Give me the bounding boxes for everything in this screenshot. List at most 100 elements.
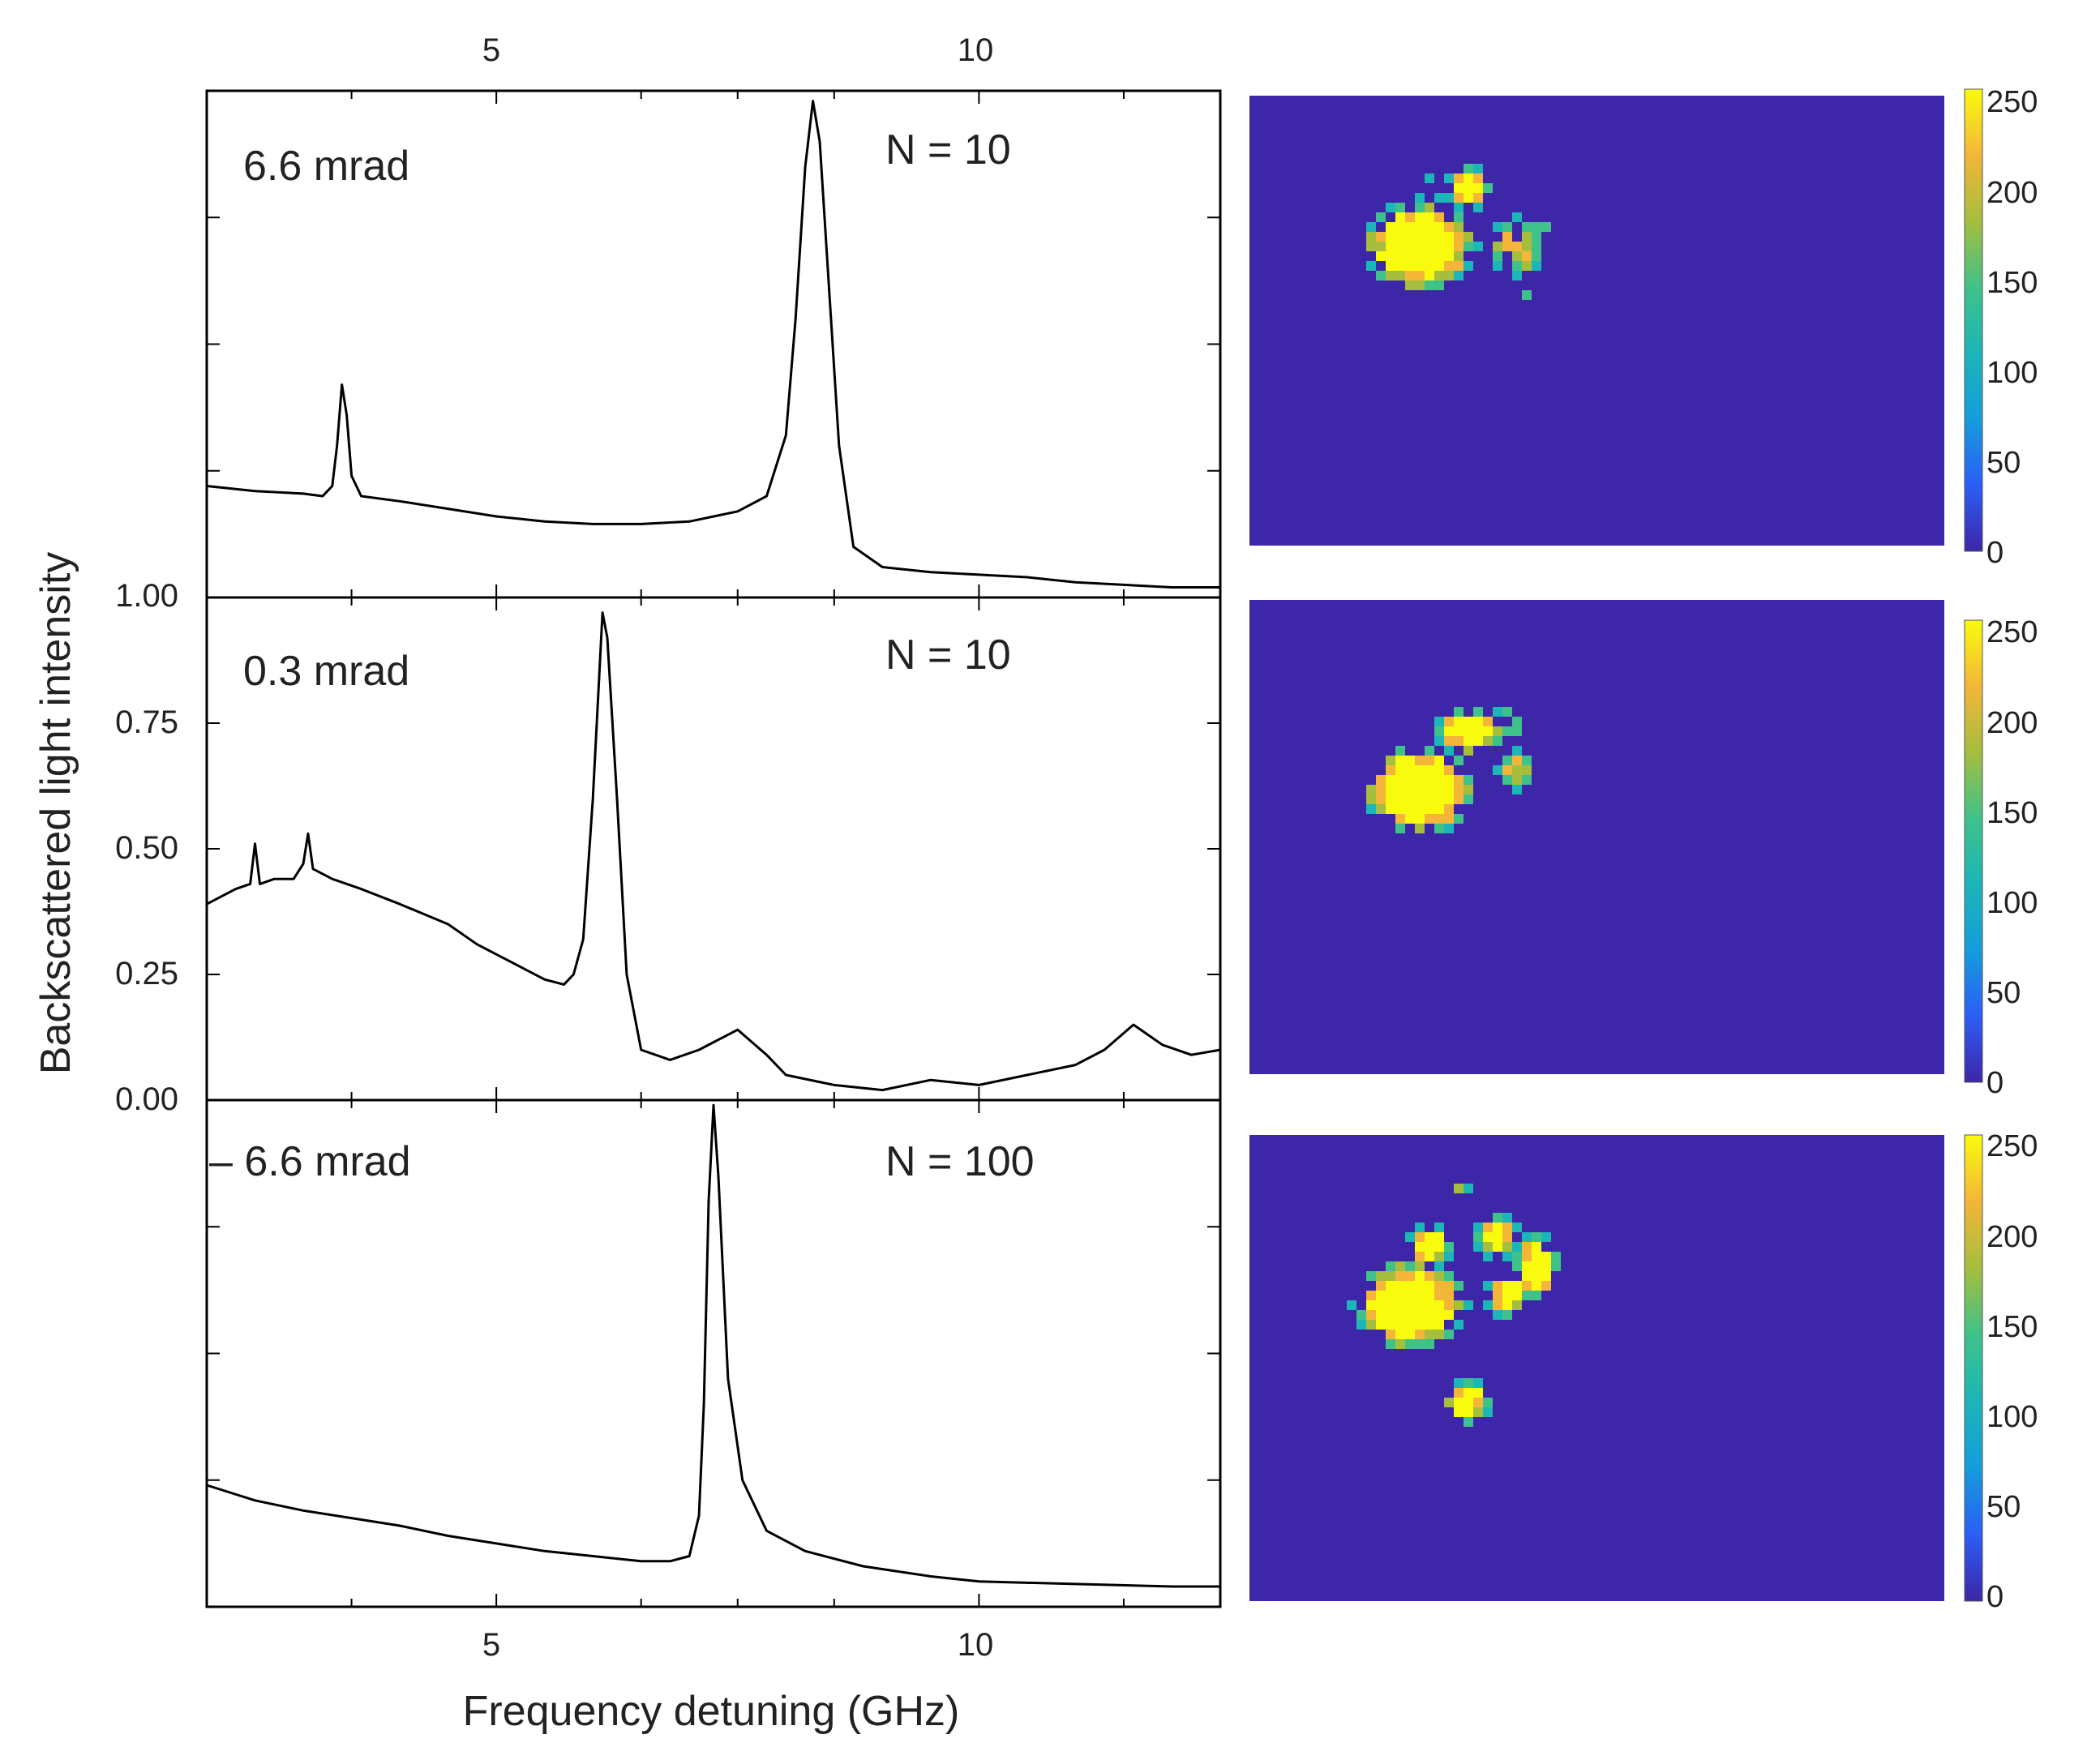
- cb-label: 250: [1986, 615, 2038, 649]
- heatmap-cell: [1483, 1398, 1493, 1407]
- spectrum-panel-bottom: [205, 1098, 1222, 1608]
- heatmap-cell: [1512, 785, 1522, 794]
- heatmap-cell: [1483, 1252, 1493, 1261]
- heatmap-cell: [1425, 804, 1434, 814]
- heatmap-cell: [1454, 222, 1464, 232]
- heatmap-cell: [1493, 765, 1502, 775]
- heatmap-cell: [1425, 1232, 1434, 1242]
- heatmap-cell: [1483, 1300, 1493, 1310]
- heatmap-cell: [1454, 756, 1464, 765]
- angle-label-top: 6.6 mrad: [243, 143, 409, 190]
- heatmap-cell: [1454, 707, 1464, 717]
- heatmap-cell: [1522, 1242, 1532, 1252]
- bottom-x-tick-label-5: 5: [482, 1627, 500, 1663]
- heatmap-cell: [1454, 261, 1464, 271]
- heatmap-cell: [1464, 232, 1473, 242]
- heatmap-cell: [1512, 726, 1522, 736]
- heatmap-cell: [1512, 1261, 1522, 1271]
- heatmap-cell: [1502, 242, 1512, 251]
- heatmap-cell: [1444, 775, 1454, 785]
- heatmap-cell: [1454, 1184, 1464, 1193]
- heatmap-cell: [1434, 1232, 1444, 1242]
- panel-frame-bottom: [205, 1098, 1222, 1608]
- heatmap-cell: [1415, 765, 1425, 775]
- heatmap-cell: [1405, 251, 1415, 261]
- heatmap-cell: [1366, 804, 1376, 814]
- heatmap-cell: [1425, 1320, 1434, 1330]
- heatmap-cell: [1444, 1330, 1454, 1339]
- heatmap-cell: [1415, 261, 1425, 271]
- heatmap-cell: [1434, 193, 1444, 203]
- heatmap-cell: [1366, 1271, 1376, 1281]
- heatmap-cell: [1425, 271, 1434, 280]
- heatmap-cell: [1454, 717, 1464, 726]
- heatmap-cell: [1434, 794, 1444, 804]
- heatmap-cell: [1473, 173, 1483, 183]
- heatmap-cell: [1376, 804, 1386, 814]
- heatmap-cell: [1386, 804, 1395, 814]
- heatmap-cell: [1444, 232, 1454, 242]
- heatmap-cell: [1434, 242, 1444, 251]
- heatmap-cell: [1405, 212, 1415, 222]
- heatmap-cell: [1395, 212, 1405, 222]
- heatmap-cell: [1425, 765, 1434, 775]
- heatmap-cell: [1376, 1291, 1386, 1300]
- heatmap-cell: [1532, 251, 1541, 261]
- heatmap-cell: [1366, 261, 1376, 271]
- heatmap-cell: [1522, 1261, 1532, 1271]
- cb-label: 50: [1986, 1490, 2021, 1524]
- heatmap-cell: [1454, 173, 1464, 183]
- heatmap-cell: [1464, 1398, 1473, 1407]
- heatmap-cell: [1425, 775, 1434, 785]
- spectrum-trace-middle: [206, 611, 1221, 1092]
- heatmap-cell: [1454, 1320, 1464, 1330]
- heatmap-cell: [1473, 717, 1483, 726]
- heatmap-cell: [1522, 765, 1532, 775]
- heatmap-cell: [1454, 1407, 1464, 1417]
- heatmap-cell: [1434, 726, 1444, 736]
- y-tick-label-0.75: 0.75: [115, 704, 178, 740]
- heatmap-cell: [1395, 1320, 1405, 1330]
- spectrum-panel-top: [205, 89, 1222, 599]
- heatmap-cell: [1434, 1261, 1444, 1271]
- heatmap-cell: [1376, 794, 1386, 804]
- heatmap-cell: [1386, 794, 1395, 804]
- heatmap-cell: [1415, 222, 1425, 232]
- heatmap-cell: [1464, 1388, 1473, 1398]
- heatmap-cell: [1395, 222, 1405, 232]
- heatmap-cell: [1415, 271, 1425, 280]
- heatmap-cell: [1386, 1300, 1395, 1310]
- heatmap-cell: [1425, 1281, 1434, 1291]
- beam-maps: [1249, 88, 1983, 1602]
- heatmap-cell: [1532, 1252, 1541, 1261]
- cb-label: 100: [1986, 886, 2038, 920]
- heatmap-cell: [1502, 1291, 1512, 1300]
- heatmap-cell: [1502, 756, 1512, 765]
- heatmap-cell: [1522, 261, 1532, 271]
- heatmap-cell: [1434, 736, 1444, 746]
- heatmap-cell: [1512, 1281, 1522, 1291]
- heatmap-cell: [1386, 222, 1395, 232]
- heatmap-cell: [1425, 173, 1434, 183]
- heatmap-cell: [1502, 1223, 1512, 1232]
- heatmap-cell: [1395, 794, 1405, 804]
- x-axis-title: Frequency detuning (GHz): [463, 1688, 960, 1735]
- heatmap-cell: [1405, 1330, 1415, 1339]
- heatmap-cell: [1464, 193, 1473, 203]
- heatmap-cell: [1532, 1232, 1541, 1242]
- heatmap-cell: [1405, 794, 1415, 804]
- heatmap-cell: [1512, 251, 1522, 261]
- heatmap-cell: [1473, 1242, 1483, 1252]
- heatmap-cell: [1415, 242, 1425, 251]
- heatmap-cell: [1444, 765, 1454, 775]
- heatmap-cell: [1522, 1271, 1532, 1281]
- heatmap-cell: [1405, 1320, 1415, 1330]
- heatmap-cell: [1512, 1291, 1522, 1300]
- heatmap-cell: [1386, 1310, 1395, 1320]
- spectrum-panels: [205, 89, 1222, 1608]
- heatmap-cell: [1464, 1184, 1473, 1193]
- heatmap-cell: [1366, 222, 1376, 232]
- heatmap-cell: [1425, 280, 1434, 290]
- cb-label: 200: [1986, 1220, 2038, 1254]
- heatmap-cell: [1464, 1407, 1473, 1417]
